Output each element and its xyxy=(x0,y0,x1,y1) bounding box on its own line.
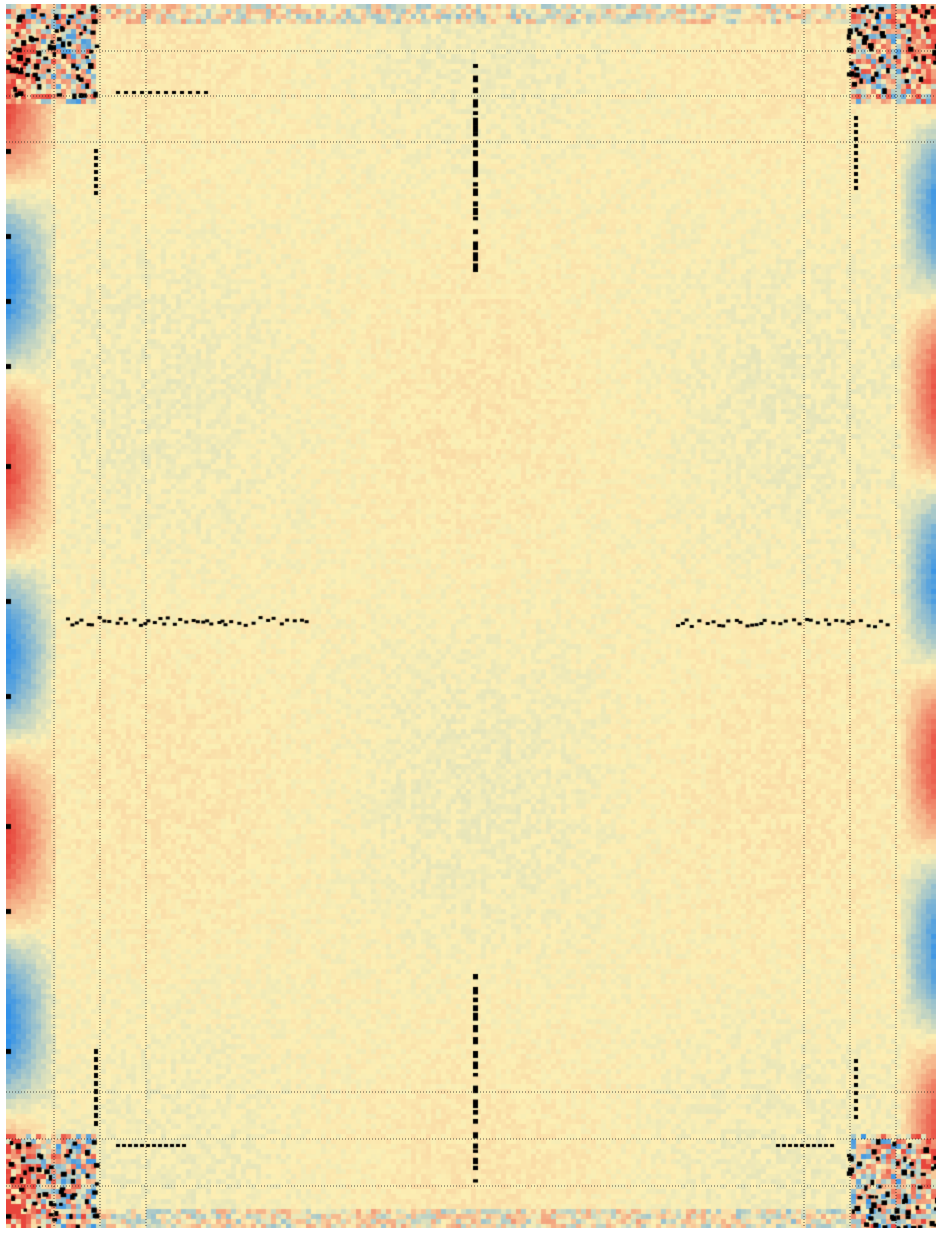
heatmap-image xyxy=(6,4,936,1228)
